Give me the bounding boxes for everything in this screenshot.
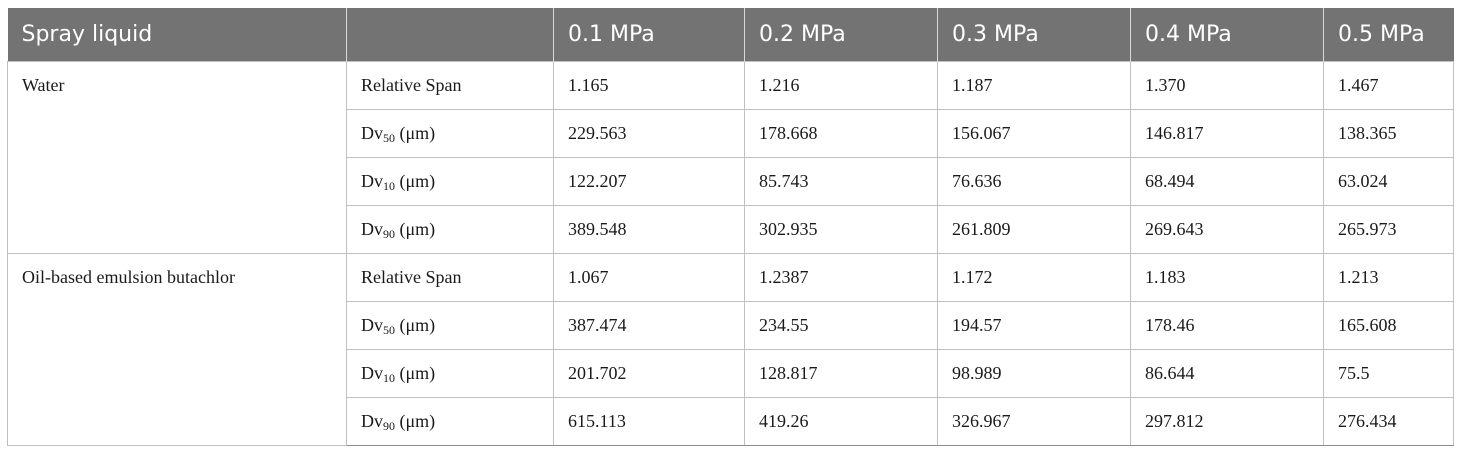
value-cell: 269.643 bbox=[1130, 204, 1324, 254]
parameter-name: Dv bbox=[361, 362, 383, 383]
table-row: Water Relative Span 1.165 1.216 1.187 1.370 1.… bbox=[7, 60, 1454, 254]
parameter-cell: Dv50 (μm) bbox=[346, 108, 554, 158]
value-cell: 1.187 bbox=[937, 60, 1131, 110]
table-row: Dv10 (μm) 201.702 128.817 98.989 86.644 75.5 bbox=[8, 348, 1454, 398]
parameter-name: Dv bbox=[361, 170, 383, 191]
value-cell: 389.548 bbox=[553, 204, 745, 254]
table-row: Dv90 (μm) 615.113 419.26 326.967 297.812 276.… bbox=[8, 396, 1454, 446]
value-cell: 1.370 bbox=[1130, 60, 1324, 110]
parameter-name: Relative Span bbox=[361, 266, 462, 287]
value-cell: 419.26 bbox=[744, 396, 938, 446]
value-cell: 229.563 bbox=[553, 108, 745, 158]
parameter-unit: (μm) bbox=[395, 314, 436, 335]
table-row: Dv10 (μm) 122.207 85.743 76.636 68.494 63.024 bbox=[8, 156, 1454, 206]
value-cell: 1.213 bbox=[1323, 252, 1454, 302]
value-cell: 122.207 bbox=[553, 156, 745, 206]
value-cell: 297.812 bbox=[1130, 396, 1324, 446]
value-cell: 98.989 bbox=[937, 348, 1131, 398]
value-cell: 1.2387 bbox=[744, 252, 938, 302]
value-cell: 276.434 bbox=[1323, 396, 1454, 446]
value-cell: 615.113 bbox=[553, 396, 745, 446]
value-cell: 63.024 bbox=[1323, 156, 1454, 206]
parameter-cell: Relative Span bbox=[346, 252, 554, 302]
value-cell: 1.165 bbox=[553, 60, 745, 110]
value-cell: 76.636 bbox=[937, 156, 1131, 206]
parameter-cell: Dv50 (μm) bbox=[346, 300, 554, 350]
parameter-cell: Dv10 (μm) bbox=[346, 156, 554, 206]
value-cell: 128.817 bbox=[744, 348, 938, 398]
value-cell: 302.935 bbox=[744, 204, 938, 254]
spray-liquid-cell: Water bbox=[7, 60, 347, 254]
parameter-subscript: 50 bbox=[383, 130, 395, 145]
parameter-unit: (μm) bbox=[395, 218, 436, 239]
value-cell: 194.57 bbox=[937, 300, 1131, 350]
table-row: Dv50 (μm) 229.563 178.668 156.067 146.817 138… bbox=[8, 108, 1454, 158]
parameter-unit: (μm) bbox=[395, 362, 436, 383]
value-cell: 387.474 bbox=[553, 300, 745, 350]
spray-liquid-cell: Oil-based emulsion butachlor bbox=[7, 252, 347, 446]
value-cell: 75.5 bbox=[1323, 348, 1454, 398]
value-cell: 165.608 bbox=[1323, 300, 1454, 350]
spray-data-table: Spray liquid 0.1 MPa 0.2 MPa 0.3 MPa 0.4… bbox=[7, 8, 1454, 446]
parameter-name: Dv bbox=[361, 314, 383, 335]
parameter-cell: Dv90 (μm) bbox=[346, 396, 554, 446]
header-pressure-0-3: 0.3 MPa bbox=[937, 8, 1131, 61]
value-cell: 68.494 bbox=[1130, 156, 1324, 206]
parameter-name: Dv bbox=[361, 410, 383, 431]
value-cell: 234.55 bbox=[744, 300, 938, 350]
header-pressure-0-4: 0.4 MPa bbox=[1130, 8, 1324, 61]
parameter-cell: Dv10 (μm) bbox=[346, 348, 554, 398]
parameter-subscript: 90 bbox=[383, 418, 395, 433]
value-cell: 326.967 bbox=[937, 396, 1131, 446]
parameter-name: Relative Span bbox=[361, 74, 462, 95]
parameter-unit: (μm) bbox=[395, 170, 436, 191]
value-cell: 201.702 bbox=[553, 348, 745, 398]
parameter-unit: (μm) bbox=[395, 410, 436, 431]
table-body: Water Relative Span 1.165 1.216 1.187 1.370 1.… bbox=[7, 60, 1454, 446]
table-row: Oil-based emulsion butachlor Relative Spa… bbox=[7, 252, 1454, 446]
parameter-name: Dv bbox=[361, 122, 383, 143]
parameter-subscript: 90 bbox=[383, 226, 395, 241]
value-cell: 178.46 bbox=[1130, 300, 1324, 350]
parameter-cell: Dv90 (μm) bbox=[346, 204, 554, 254]
header-row: Spray liquid 0.1 MPa 0.2 MPa 0.3 MPa 0.4… bbox=[7, 8, 1454, 61]
parameter-unit: (μm) bbox=[395, 122, 436, 143]
parameter-subscript: 10 bbox=[383, 178, 395, 193]
parameter-cell: Relative Span bbox=[346, 60, 554, 110]
parameter-subscript: 10 bbox=[383, 370, 395, 385]
header-parameter bbox=[346, 8, 554, 61]
value-cell: 1.172 bbox=[937, 252, 1131, 302]
value-cell: 156.067 bbox=[937, 108, 1131, 158]
value-cell: 86.644 bbox=[1130, 348, 1324, 398]
parameter-name: Dv bbox=[361, 218, 383, 239]
value-cell: 1.216 bbox=[744, 60, 938, 110]
parameter-subscript: 50 bbox=[383, 322, 395, 337]
value-cell: 146.817 bbox=[1130, 108, 1324, 158]
value-cell: 261.809 bbox=[937, 204, 1131, 254]
value-cell: 138.365 bbox=[1323, 108, 1454, 158]
header-spray-liquid: Spray liquid bbox=[7, 8, 347, 61]
value-cell: 1.183 bbox=[1130, 252, 1324, 302]
value-cell: 178.668 bbox=[744, 108, 938, 158]
header-pressure-0-5: 0.5 MPa bbox=[1323, 8, 1454, 61]
value-cell: 1.067 bbox=[553, 252, 745, 302]
header-pressure-0-2: 0.2 MPa bbox=[744, 8, 938, 61]
value-cell: 1.467 bbox=[1323, 60, 1454, 110]
value-cell: 265.973 bbox=[1323, 204, 1454, 254]
value-cell: 85.743 bbox=[744, 156, 938, 206]
header-pressure-0-1: 0.1 MPa bbox=[553, 8, 745, 61]
table-row: Dv50 (μm) 387.474 234.55 194.57 178.46 165.60… bbox=[8, 300, 1454, 350]
